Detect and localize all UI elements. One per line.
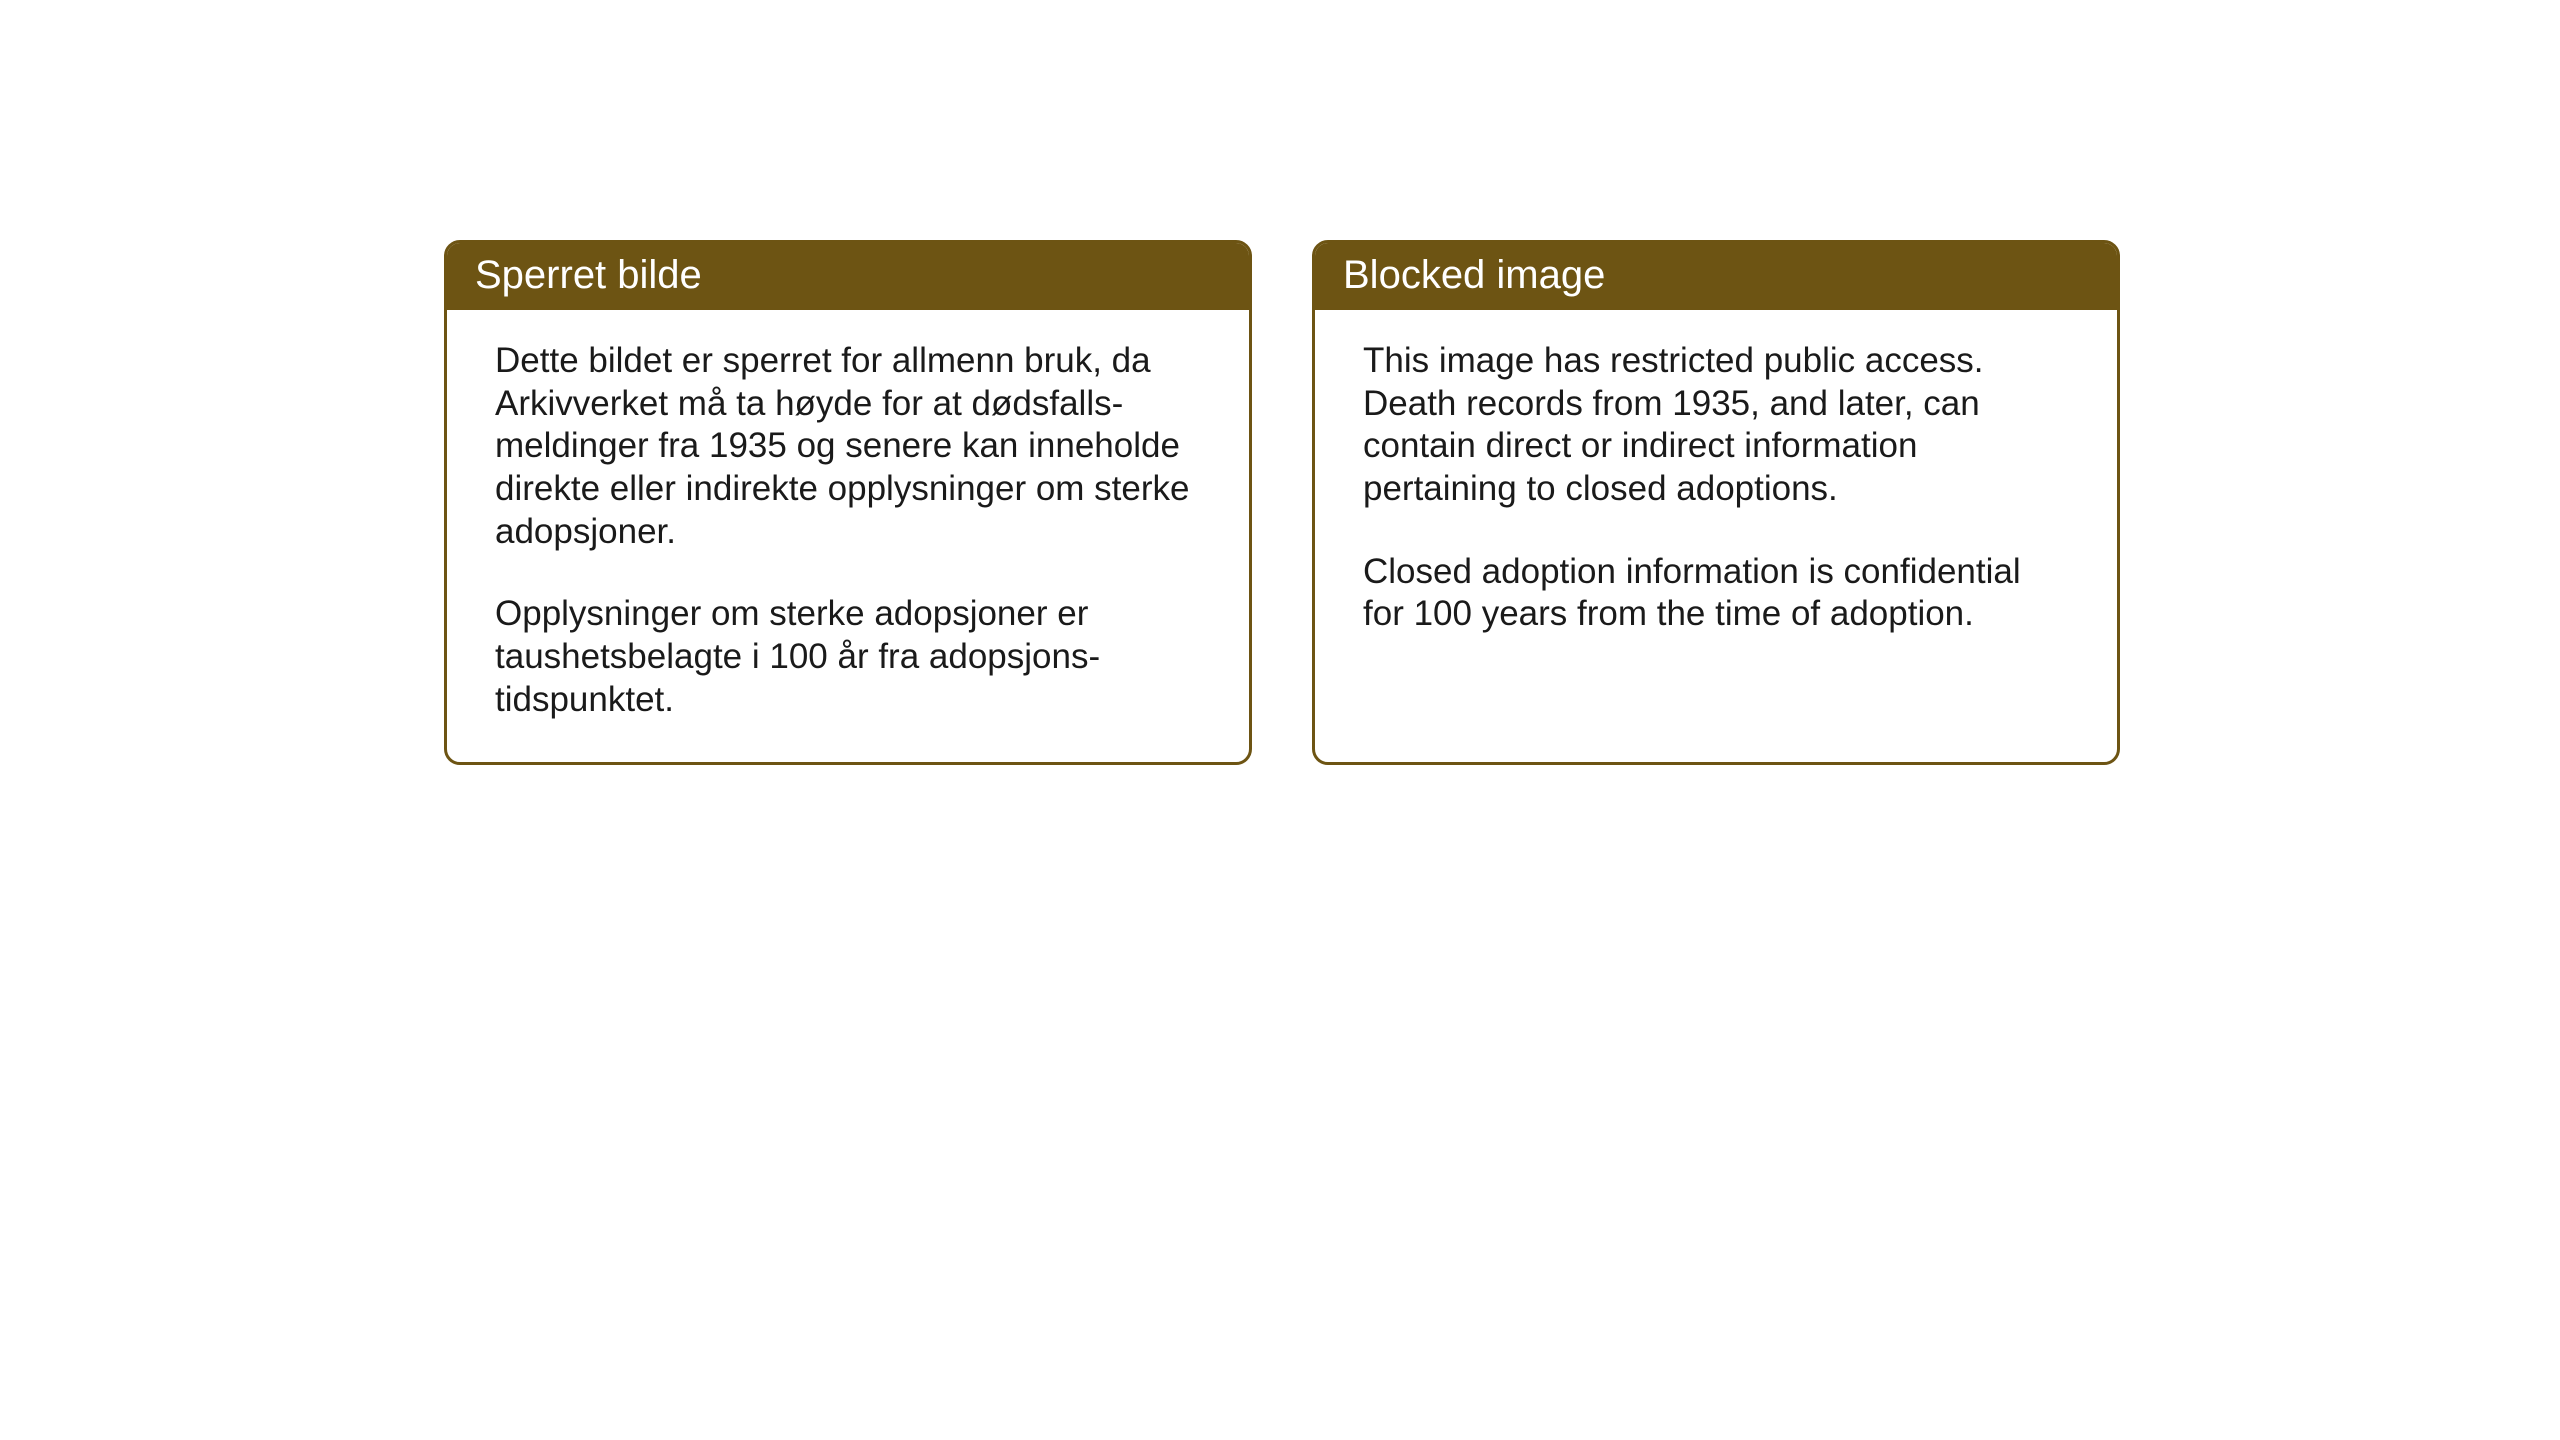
english-notice-card: Blocked image This image has restricted … bbox=[1312, 240, 2120, 765]
english-paragraph-2: Closed adoption information is confident… bbox=[1363, 551, 2069, 636]
norwegian-card-title: Sperret bilde bbox=[447, 243, 1249, 310]
english-paragraph-1: This image has restricted public access.… bbox=[1363, 340, 2069, 511]
notice-container: Sperret bilde Dette bildet er sperret fo… bbox=[444, 240, 2120, 765]
norwegian-card-body: Dette bildet er sperret for allmenn bruk… bbox=[447, 310, 1249, 762]
english-card-body: This image has restricted public access.… bbox=[1315, 310, 2117, 750]
norwegian-paragraph-1: Dette bildet er sperret for allmenn bruk… bbox=[495, 340, 1201, 553]
english-card-title: Blocked image bbox=[1315, 243, 2117, 310]
norwegian-paragraph-2: Opplysninger om sterke adopsjoner er tau… bbox=[495, 593, 1201, 721]
norwegian-notice-card: Sperret bilde Dette bildet er sperret fo… bbox=[444, 240, 1252, 765]
